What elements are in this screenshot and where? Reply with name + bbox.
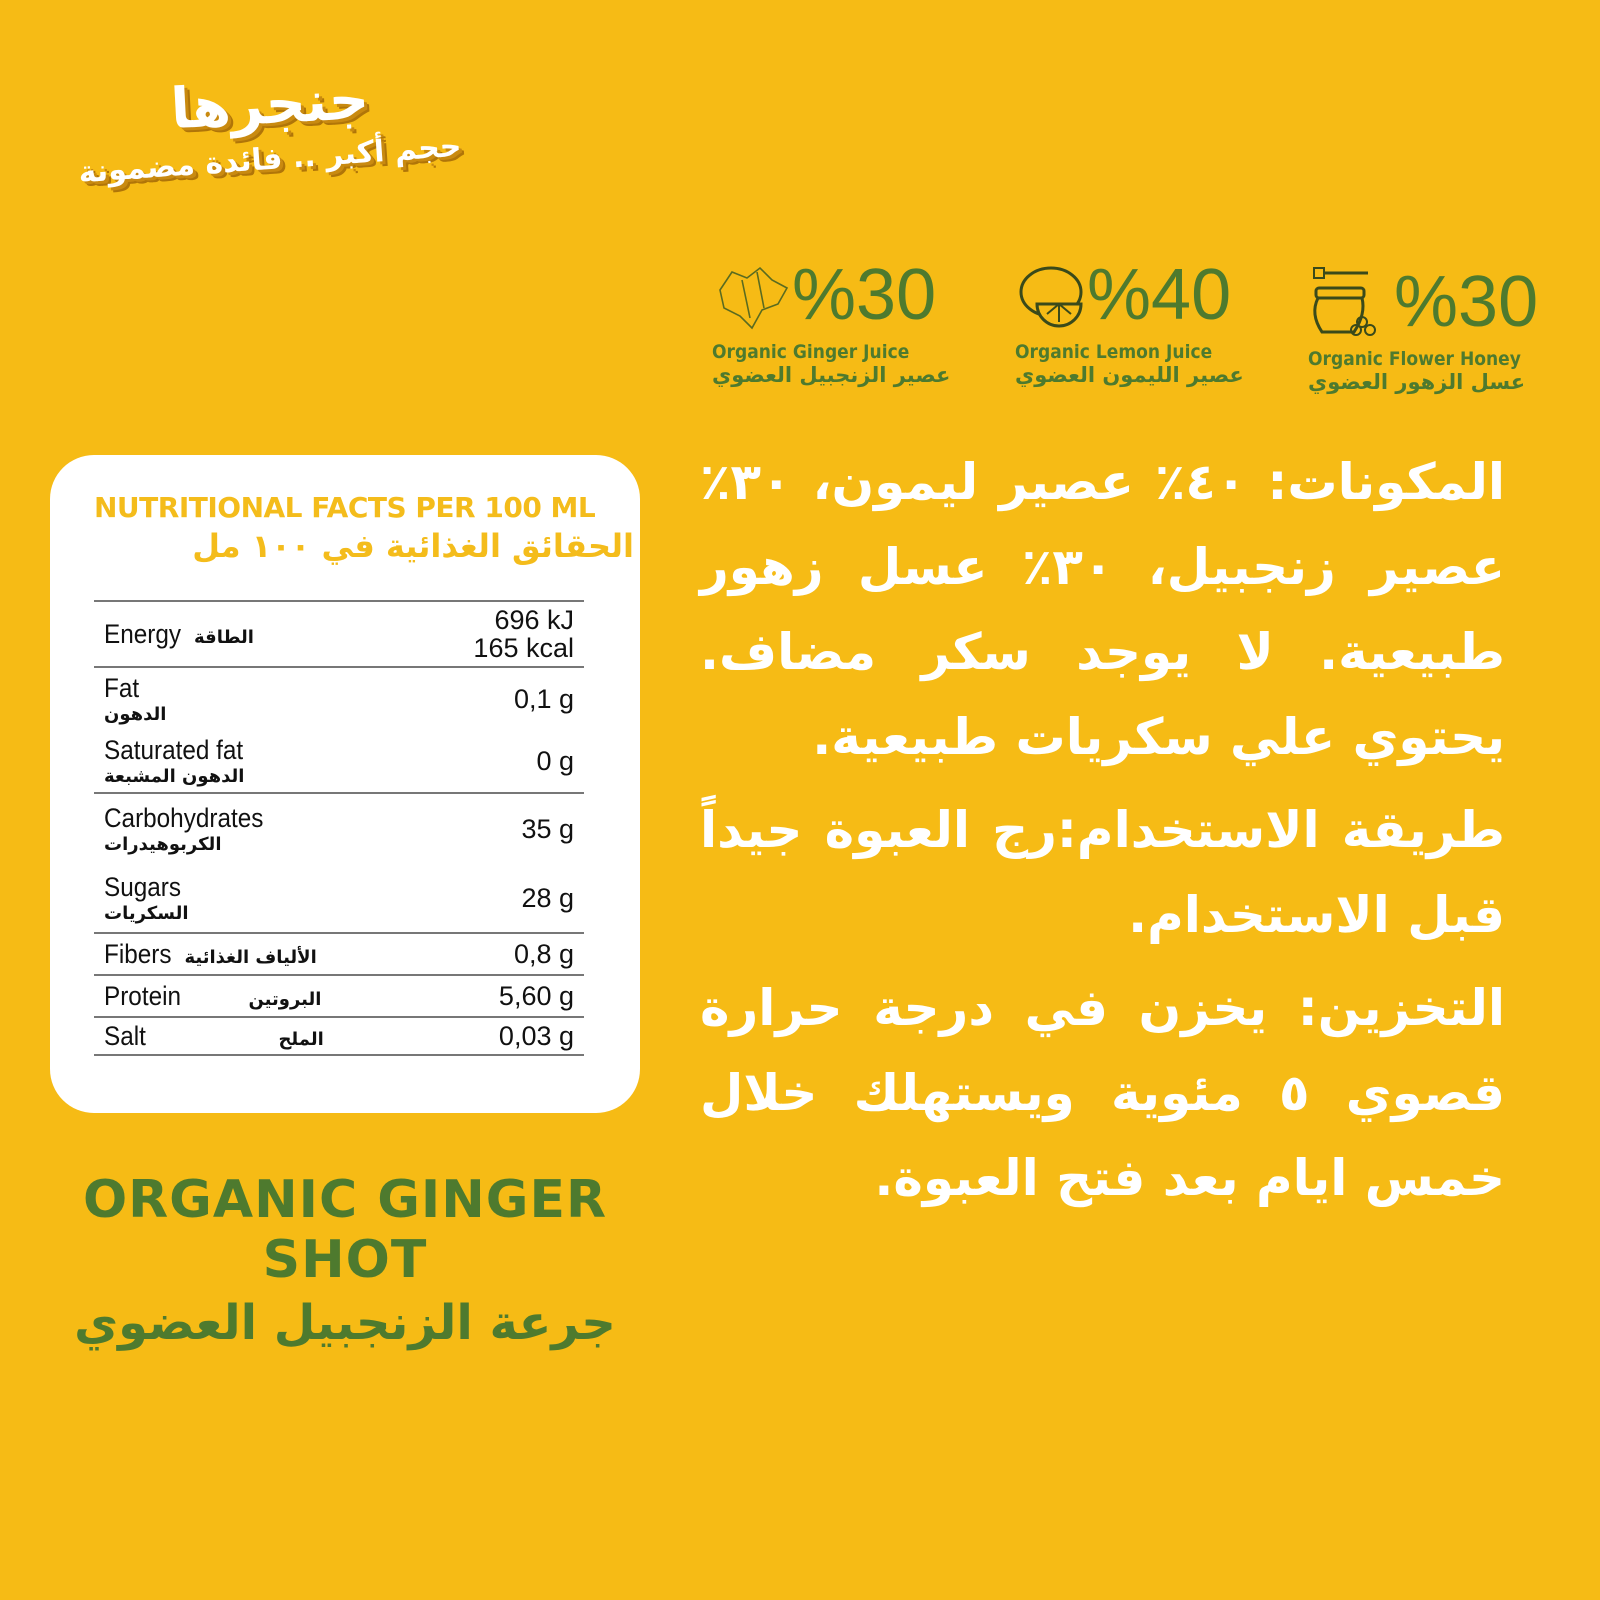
table-row: Salt الملح 0,03 g: [94, 1016, 584, 1056]
row-label-ar: الدهون المشبعة: [104, 765, 245, 787]
ingredient-percent: %30: [1394, 262, 1539, 342]
row-value: 5,60 g: [420, 974, 584, 1017]
storage-text: التخزين: يخزن في درجة حرارة قصوي ٥ مئوية…: [700, 979, 1505, 1207]
row-label-ar: السكريات: [104, 902, 189, 924]
nutrition-title-ar: الحقائق الغذائية في ١٠٠ مل: [192, 527, 634, 565]
row-label-en: Sugars: [104, 871, 182, 902]
table-row: Fat الدهون 0,1 g: [94, 666, 584, 729]
row-label-en: Protein: [104, 980, 182, 1011]
row-label-ar: الملح: [278, 1028, 324, 1050]
row-label-ar: البروتين: [248, 988, 322, 1010]
product-name-ar: جرعة الزنجبيل العضوي: [74, 1295, 616, 1351]
nutrition-table: Energy الطاقة 696 kJ 165 kcal Fat الدهون 0…: [94, 600, 584, 1056]
ingredient-label-ar: عصير الليمون العضوي: [1015, 363, 1244, 387]
row-label-en: Carbohydrates: [104, 802, 264, 833]
row-value: 696 kJ: [494, 605, 574, 635]
table-row: Energy الطاقة 696 kJ 165 kcal: [94, 600, 584, 667]
row-label-en: Salt: [104, 1020, 146, 1051]
ingredient-honey: %30 Organic Flower Honey عسل الزهور العض…: [1308, 262, 1558, 394]
ingredient-percent: %30: [792, 255, 937, 335]
row-label-ar: الدهون: [104, 703, 167, 725]
ingredient-label-ar: عسل الزهور العضوي: [1308, 370, 1526, 394]
row-label-en: Saturated fat: [104, 734, 244, 765]
ingredient-label-ar: عصير الزنجبيل العضوي: [712, 363, 951, 387]
ingredient-percent: %40: [1087, 255, 1232, 335]
ingredient-label-en: Organic Flower Honey: [1308, 348, 1521, 370]
row-value: 0 g: [536, 745, 574, 776]
row-value-kcal: 165 kcal: [473, 633, 574, 663]
lemon-icon: [1019, 266, 1083, 328]
row-label-en: Energy: [104, 618, 182, 649]
row-label-ar: الألياف الغذائية: [184, 946, 317, 968]
row-label-en: Fibers: [104, 938, 172, 969]
row-value: 0,8 g: [420, 932, 584, 975]
row-value: 28 g: [521, 882, 574, 913]
table-row: Sugars السكريات 28 g: [94, 863, 584, 933]
row-value: 35 g: [420, 792, 584, 863]
ingredient-label-en: Organic Ginger Juice: [712, 341, 910, 363]
nutrition-card: NUTRITIONAL FACTS PER 100 ML الحقائق الغ…: [50, 455, 640, 1113]
row-label-en: Fat: [104, 672, 140, 703]
row-label-ar: الكربوهيدرات: [104, 833, 222, 855]
product-name: ORGANIC GINGER SHOT جرعة الزنجبيل العضوي: [50, 1170, 640, 1356]
product-name-en: ORGANIC GINGER SHOT: [82, 1170, 608, 1290]
table-row: Saturated fat الدهون المشبعة 0 g: [94, 729, 584, 793]
row-value: 0,03 g: [420, 1016, 584, 1056]
row-value: 0,1 g: [420, 666, 584, 729]
row-label-ar: الطاقة: [194, 626, 254, 648]
product-description: المكونات: ٤٠٪ عصير ليمون، ٣٠٪ عصير زنجبي…: [700, 440, 1505, 1229]
honey-jar-icon: [1313, 267, 1376, 336]
table-row: Carbohydrates الكربوهيدرات 35 g: [94, 792, 584, 863]
ginger-icon: [719, 266, 789, 330]
ingredients-text: المكونات: ٤٠٪ عصير ليمون، ٣٠٪ عصير زنجبي…: [700, 453, 1505, 766]
usage-text: طريقة الاستخدام:رج العبوة جيداً قبل الاس…: [700, 801, 1505, 944]
table-row: Protein البروتين 5,60 g: [94, 974, 584, 1017]
brand-logo: جنجرها حجم أكبر .. فائدة مضمونة: [60, 67, 480, 190]
nutrition-title-en: NUTRITIONAL FACTS PER 100 ML: [94, 491, 596, 524]
table-row: Fibers الألياف الغذائية 0,8 g: [94, 932, 584, 975]
ingredient-lemon: %40 Organic Lemon Juice عصير الليمون الع…: [1015, 255, 1265, 387]
ingredient-ginger: %30 Organic Ginger Juice عصير الزنجبيل ا…: [712, 255, 962, 387]
ingredient-label-en: Organic Lemon Juice: [1015, 341, 1213, 363]
